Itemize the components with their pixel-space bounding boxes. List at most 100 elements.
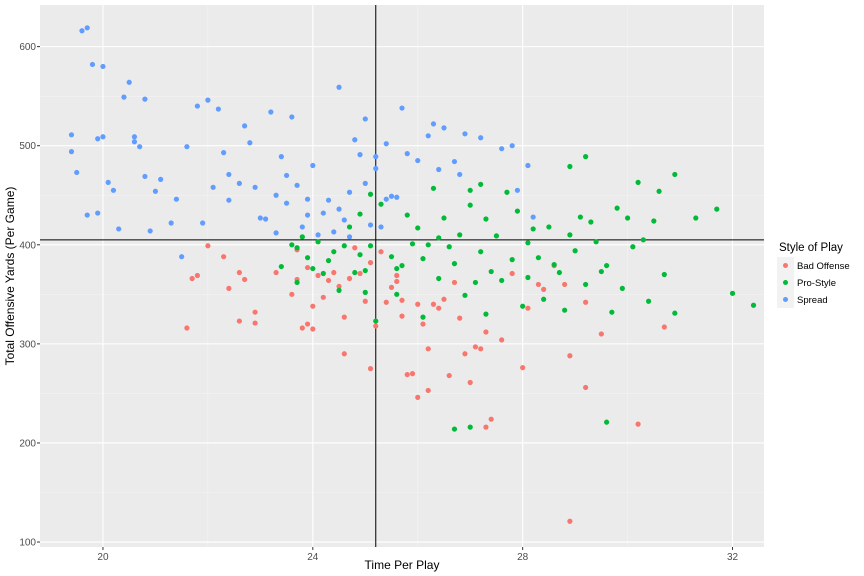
point-spread bbox=[315, 232, 321, 238]
point-pro-style bbox=[630, 244, 636, 250]
point-bad-offense bbox=[430, 301, 437, 307]
point-pro-style bbox=[472, 279, 479, 286]
point-bad-offense bbox=[661, 324, 667, 330]
x-tick-label: 28 bbox=[517, 552, 529, 563]
point-bad-offense bbox=[236, 318, 242, 324]
point-pro-style bbox=[583, 154, 589, 160]
point-bad-offense bbox=[189, 275, 195, 282]
point-pro-style bbox=[457, 232, 463, 238]
point-spread bbox=[336, 84, 342, 90]
point-spread bbox=[131, 134, 138, 140]
point-spread bbox=[304, 196, 311, 202]
point-spread bbox=[210, 184, 216, 190]
point-pro-style bbox=[404, 212, 410, 218]
point-spread bbox=[320, 210, 326, 216]
y-tick-label: 200 bbox=[19, 438, 36, 449]
point-pro-style bbox=[624, 215, 631, 221]
point-pro-style bbox=[729, 290, 736, 296]
point-pro-style bbox=[299, 234, 305, 240]
point-spread bbox=[352, 137, 358, 143]
point-pro-style bbox=[315, 239, 321, 245]
point-bad-offense bbox=[331, 269, 337, 276]
point-pro-style bbox=[362, 267, 368, 274]
point-spread bbox=[394, 194, 400, 200]
point-spread bbox=[346, 189, 353, 195]
point-spread bbox=[331, 229, 337, 235]
point-pro-style bbox=[750, 302, 757, 308]
point-bad-offense bbox=[567, 518, 573, 524]
point-spread bbox=[205, 97, 211, 103]
point-spread bbox=[283, 200, 290, 206]
point-spread bbox=[388, 193, 395, 199]
point-pro-style bbox=[373, 318, 379, 324]
point-pro-style bbox=[357, 211, 363, 217]
point-spread bbox=[68, 132, 75, 138]
point-pro-style bbox=[278, 263, 284, 270]
point-pro-style bbox=[378, 201, 384, 207]
point-spread bbox=[131, 139, 138, 145]
point-bad-offense bbox=[357, 270, 363, 277]
point-pro-style bbox=[614, 205, 620, 211]
point-pro-style bbox=[394, 291, 400, 297]
point-bad-offense bbox=[583, 299, 589, 305]
point-bad-offense bbox=[478, 346, 484, 352]
x-tick-label: 24 bbox=[307, 552, 319, 563]
y-tick-label: 100 bbox=[19, 538, 36, 549]
legend-swatch-spread bbox=[783, 297, 788, 302]
point-bad-offense bbox=[541, 286, 547, 292]
point-bad-offense bbox=[420, 321, 426, 327]
point-spread bbox=[242, 123, 248, 129]
point-pro-style bbox=[504, 189, 510, 195]
point-bad-offense bbox=[242, 276, 248, 283]
point-pro-style bbox=[367, 243, 374, 249]
point-spread bbox=[236, 180, 242, 186]
point-bad-offense bbox=[583, 384, 589, 391]
point-spread bbox=[373, 154, 379, 160]
point-pro-style bbox=[336, 287, 342, 293]
point-bad-offense bbox=[346, 275, 353, 282]
point-pro-style bbox=[604, 419, 610, 425]
point-bad-offense bbox=[520, 365, 526, 371]
point-spread bbox=[152, 188, 159, 194]
point-spread bbox=[341, 217, 347, 223]
point-bad-offense bbox=[598, 331, 604, 337]
point-bad-offense bbox=[310, 326, 316, 332]
point-spread bbox=[84, 212, 90, 218]
point-bad-offense bbox=[273, 269, 279, 276]
point-pro-style bbox=[304, 255, 311, 261]
point-spread bbox=[430, 121, 437, 127]
point-bad-offense bbox=[567, 353, 573, 359]
point-spread bbox=[215, 106, 221, 112]
point-pro-style bbox=[409, 241, 416, 247]
legend-label-pro-style: Pro-Style bbox=[797, 278, 836, 289]
point-pro-style bbox=[462, 292, 468, 298]
point-pro-style bbox=[467, 424, 473, 430]
point-bad-offense bbox=[394, 272, 400, 279]
point-spread bbox=[95, 136, 101, 142]
point-pro-style bbox=[436, 275, 442, 282]
point-spread bbox=[200, 220, 206, 226]
y-tick-label: 600 bbox=[19, 42, 36, 53]
legend-item-spread: Spread bbox=[777, 291, 828, 308]
point-bad-offense bbox=[362, 298, 368, 304]
legend-label-spread: Spread bbox=[797, 295, 828, 306]
point-bad-offense bbox=[446, 372, 452, 379]
point-pro-style bbox=[672, 310, 678, 316]
point-spread bbox=[362, 180, 368, 186]
x-tick-label: 32 bbox=[727, 552, 739, 563]
point-pro-style bbox=[535, 255, 542, 261]
point-spread bbox=[273, 192, 279, 198]
point-bad-offense bbox=[341, 351, 347, 357]
point-spread bbox=[399, 105, 405, 111]
point-pro-style bbox=[388, 254, 395, 260]
point-pro-style bbox=[415, 225, 421, 231]
point-spread bbox=[383, 196, 389, 202]
point-spread bbox=[100, 134, 106, 140]
point-pro-style bbox=[325, 258, 332, 264]
point-bad-offense bbox=[635, 421, 641, 427]
point-pro-style bbox=[556, 269, 562, 276]
point-pro-style bbox=[420, 314, 426, 320]
point-bad-offense bbox=[315, 272, 321, 279]
x-axis-title: Time Per Play bbox=[365, 558, 440, 572]
plot-panel bbox=[40, 5, 764, 547]
